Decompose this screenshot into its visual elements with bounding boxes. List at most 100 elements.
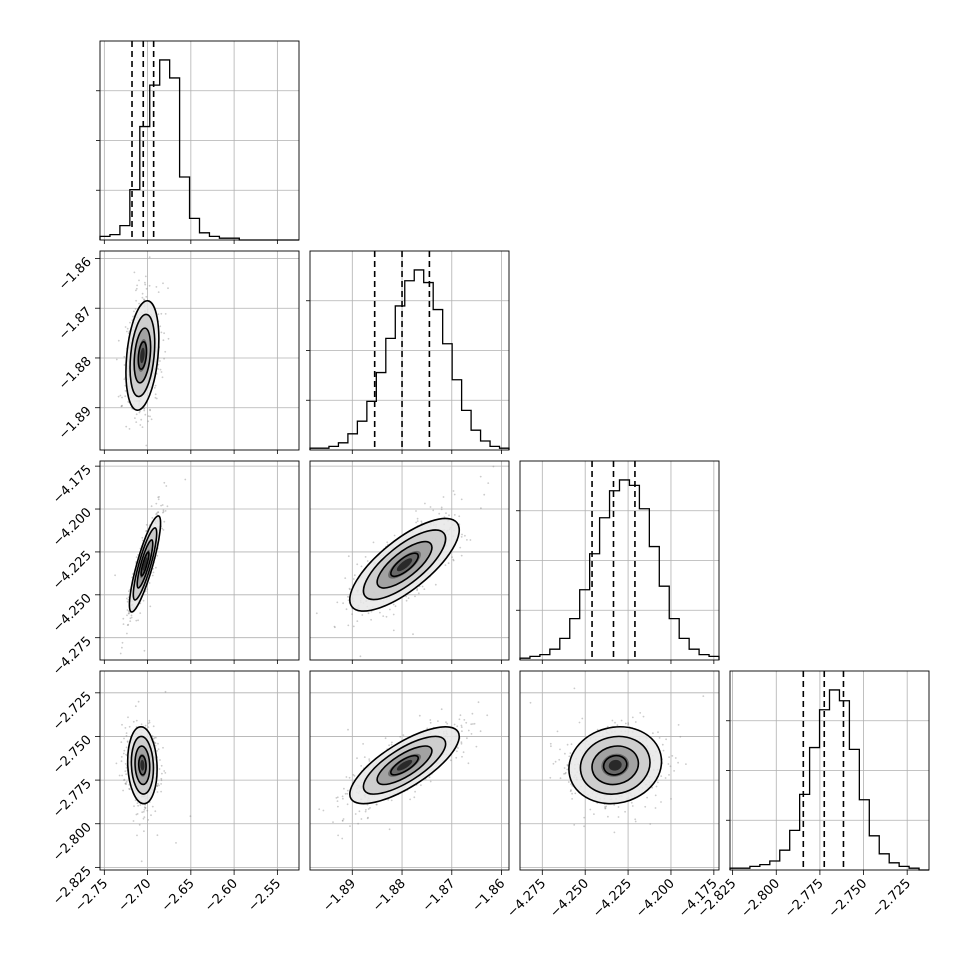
scatter-point [162,529,165,531]
scatter-point [128,725,131,728]
scatter-point [153,386,156,389]
scatter-point [140,723,143,726]
scatter-point [461,533,463,536]
scatter-point [459,714,462,717]
scatter-point [434,583,437,586]
scatter-point [639,712,642,714]
scatter-point [127,716,129,719]
scatter-point [571,792,573,795]
scatter-point [153,736,156,739]
scatter-point [453,493,456,496]
scatter-point [469,539,472,541]
scatter-point [387,798,390,801]
scatter-point [136,802,139,804]
scatter-point [578,721,581,724]
scatter-point [123,779,125,782]
scatter-point [574,452,576,454]
scatter-point [126,632,128,635]
scatter-point [143,407,146,410]
pair-panel-2-3 [520,671,727,870]
scatter-point [437,720,439,722]
scatter-point [385,615,388,618]
scatter-point [418,714,421,717]
scatter-point [445,512,447,515]
scatter-point [129,321,131,324]
scatter-point [624,810,626,813]
hist-panel-3 [726,671,929,871]
scatter-point [125,425,128,428]
hist-frame-2 [519,460,720,661]
contour-line [390,552,420,578]
scatter-point [156,512,158,515]
scatter-point [318,808,321,811]
scatter-point [160,764,163,767]
scatter-point [126,741,129,743]
scatter-point [438,512,441,515]
scatter-point [130,616,133,619]
pair-panel-0-2 [100,461,299,660]
scatter-point [128,788,131,790]
scatter-point [669,765,672,768]
contour-line [376,540,433,589]
scatter-point [160,777,163,780]
scatter-point [155,502,158,505]
y-tick-label: −4.250 [50,591,95,636]
contour-line [376,745,433,786]
scatter-point [386,541,389,544]
scatter-point [145,523,148,526]
scatter-point [670,798,672,800]
scatter-point [164,510,167,512]
y-tick-label: −4.225 [50,548,95,593]
scatter-point [127,590,130,593]
scatter-point [452,490,455,492]
scatter-point [445,721,447,724]
scatter-point [558,758,561,761]
scatter-point [146,588,149,591]
scatter-point [475,745,478,748]
scatter-point [583,825,585,828]
scatter-point [567,781,570,783]
scatter-point [458,515,461,518]
scatter-point [570,743,573,746]
scatter-point [392,613,395,616]
scatter-point [604,807,607,810]
scatter-point [424,502,426,505]
scatter-point [166,505,169,508]
density-shade [396,759,413,771]
scatter-point [685,763,687,765]
scatter-point [120,760,123,763]
scatter-point [616,724,619,727]
scatter-point [149,605,152,608]
scatter-point [389,608,391,611]
scatter-point [462,751,465,754]
scatter-point [453,514,456,516]
scatter-point [154,393,157,396]
scatter-point [336,796,339,799]
scatter-point [569,790,572,793]
scatter-point [145,295,148,298]
scatter-point [127,612,130,615]
scatter-point [457,747,459,749]
x-tick-label: −2.775 [782,876,827,921]
scatter-point [148,284,151,287]
scatter-point [164,350,167,353]
scatter-point [460,742,463,745]
scatter-point [456,725,459,728]
scatter-point [456,750,458,753]
scatter-point [583,816,586,819]
scatter-point [473,722,476,725]
scatter-point [662,749,665,752]
scatter-point [154,810,157,813]
scatter-point [154,742,157,745]
scatter-point [412,633,414,636]
scatter-point [644,805,647,808]
scatter-point [180,241,182,243]
y-tick-label: −1.87 [56,304,95,343]
scatter-point [157,313,160,316]
scatter-point [162,509,165,512]
scatter-point [429,719,432,721]
y-tick-label: −2.725 [50,689,95,734]
scatter-point [161,527,164,530]
scatter-point [725,742,727,744]
scatter-point [702,695,705,697]
